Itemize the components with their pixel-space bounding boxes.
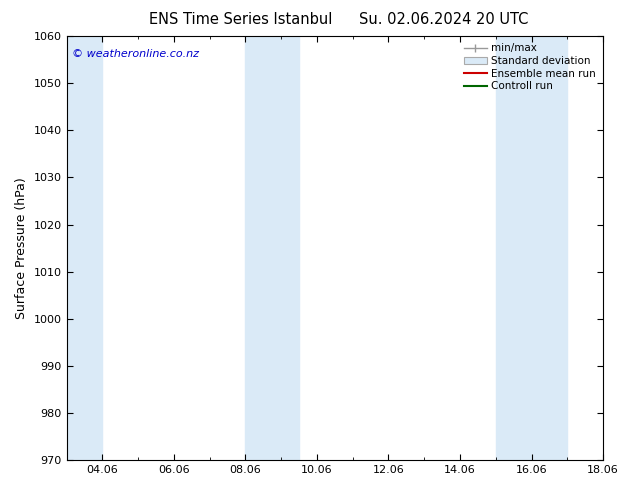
Bar	[245, 36, 299, 460]
Bar	[496, 36, 567, 460]
Text: ENS Time Series Istanbul: ENS Time Series Istanbul	[149, 12, 333, 27]
Legend: min/max, Standard deviation, Ensemble mean run, Controll run: min/max, Standard deviation, Ensemble me…	[462, 41, 598, 93]
Y-axis label: Surface Pressure (hPa): Surface Pressure (hPa)	[15, 177, 28, 319]
Text: © weatheronline.co.nz: © weatheronline.co.nz	[72, 49, 199, 59]
Text: Su. 02.06.2024 20 UTC: Su. 02.06.2024 20 UTC	[359, 12, 529, 27]
Bar	[67, 36, 102, 460]
